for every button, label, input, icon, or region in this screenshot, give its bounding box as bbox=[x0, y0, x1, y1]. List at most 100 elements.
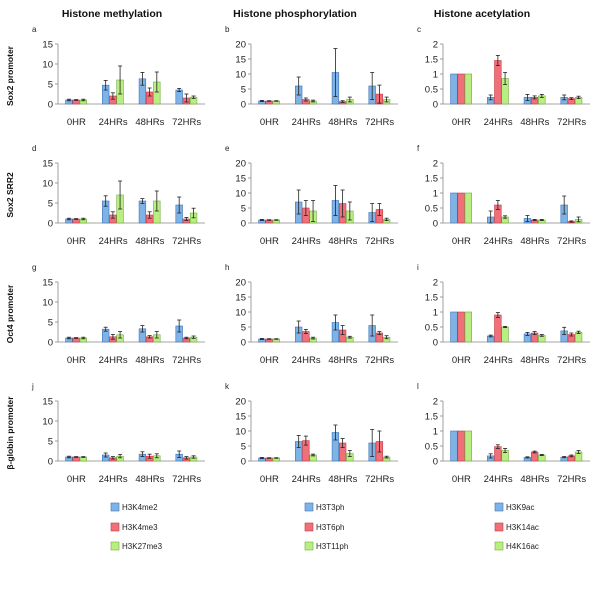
y-tick-label: 5 bbox=[241, 323, 246, 334]
bar bbox=[450, 192, 458, 224]
y-tick-label: 15 bbox=[235, 293, 246, 304]
chart-panel-l: l 0 0.5 1 1.5 2 0HR 24HRs 48HRs 72HRs bbox=[417, 382, 590, 485]
chart-panel-g: g 0 5 10 15 0HR 24HRs 48HRs 72HRs bbox=[32, 263, 205, 366]
y-tick-label: 10 bbox=[42, 298, 53, 309]
chart-panel-f: f 0 0.5 1 1.5 2 0HR 24HRs 48HRs 72HRs bbox=[417, 144, 590, 247]
category-label: 48HRs bbox=[135, 236, 164, 247]
column-title: Histone phosphorylation bbox=[233, 8, 357, 20]
category-label: 24HRs bbox=[484, 236, 513, 247]
category-label: 72HRs bbox=[557, 474, 586, 485]
category-label: 72HRs bbox=[172, 355, 201, 366]
category-label: 72HRs bbox=[172, 236, 201, 247]
legend-swatch bbox=[110, 502, 120, 512]
bar bbox=[464, 73, 472, 105]
category-label: 0HR bbox=[67, 474, 86, 485]
category-label: 0HR bbox=[67, 117, 86, 128]
y-tick-label: 0 bbox=[48, 338, 53, 349]
panel-letter: a bbox=[32, 25, 37, 34]
category-label: 72HRs bbox=[365, 117, 394, 128]
category-label: 24HRs bbox=[292, 236, 321, 247]
category-label: 72HRs bbox=[365, 236, 394, 247]
y-tick-label: 1 bbox=[433, 189, 438, 200]
category-label: 24HRs bbox=[99, 474, 128, 485]
category-label: 48HRs bbox=[328, 236, 357, 247]
legend-label: H3T6ph bbox=[316, 523, 344, 532]
category-label: 24HRs bbox=[484, 355, 513, 366]
chart-panel-k: k 0 5 10 15 20 0HR 24HRs 48HRs 72HRs bbox=[225, 382, 398, 485]
y-tick-label: 0.5 bbox=[425, 323, 438, 334]
panel-letter: k bbox=[225, 382, 230, 391]
y-tick-label: 10 bbox=[235, 308, 246, 319]
y-tick-label: 0 bbox=[433, 100, 438, 111]
y-tick-label: 5 bbox=[48, 199, 53, 210]
bar bbox=[175, 89, 183, 105]
bar bbox=[494, 60, 502, 105]
legend-group: H3T3ph H3T6ph H3T11ph bbox=[304, 502, 348, 551]
category-label: 48HRs bbox=[135, 355, 164, 366]
row-label: Oct4 promoter bbox=[5, 284, 15, 343]
chart-panel-b: b 0 5 10 15 20 0HR 24HRs 48HRs 72HRs bbox=[225, 25, 398, 128]
legend-label: H3T11ph bbox=[316, 542, 348, 551]
legend-swatch bbox=[110, 541, 120, 551]
legend-group: H3K9ac H3K14ac H4K16ac bbox=[494, 502, 539, 551]
legend-label: H3K27me3 bbox=[122, 542, 163, 551]
y-tick-label: 5 bbox=[48, 437, 53, 448]
bar bbox=[464, 430, 472, 462]
category-label: 24HRs bbox=[292, 355, 321, 366]
legend-swatch bbox=[304, 502, 314, 512]
category-label: 24HRs bbox=[484, 117, 513, 128]
legend: H3K4me2 H3K4me3 H3K27me3 H3T3ph H3T6ph H3T11p… bbox=[110, 502, 539, 551]
bar bbox=[457, 430, 465, 462]
category-label: 72HRs bbox=[365, 355, 394, 366]
legend-label: H3K9ac bbox=[506, 503, 534, 512]
chart-panel-c: c 0 0.5 1 1.5 2 0HR 24HRs 48HRs 72HRs bbox=[417, 25, 590, 128]
y-tick-label: 10 bbox=[42, 179, 53, 190]
y-tick-label: 15 bbox=[235, 55, 246, 66]
bar bbox=[450, 430, 458, 462]
row-label: β-globin promoter bbox=[5, 396, 15, 470]
legend-swatch bbox=[494, 522, 504, 532]
y-tick-label: 5 bbox=[48, 318, 53, 329]
y-tick-label: 20 bbox=[235, 159, 246, 170]
y-tick-label: 15 bbox=[42, 397, 53, 408]
category-label: 0HR bbox=[260, 474, 279, 485]
category-label: 48HRs bbox=[135, 474, 164, 485]
y-tick-label: 2 bbox=[433, 278, 438, 289]
panel-letter: i bbox=[417, 263, 419, 272]
column-title: Histone acetylation bbox=[434, 8, 530, 20]
chart-panel-h: h 0 5 10 15 20 0HR 24HRs 48HRs 72HRs bbox=[225, 263, 398, 366]
legend-label: H3T3ph bbox=[316, 503, 344, 512]
category-label: 24HRs bbox=[99, 117, 128, 128]
panel-letter: j bbox=[31, 382, 34, 391]
y-tick-label: 5 bbox=[241, 85, 246, 96]
row-label: Sox2 promoter bbox=[5, 45, 15, 106]
y-tick-label: 0 bbox=[48, 100, 53, 111]
category-label: 48HRs bbox=[520, 236, 549, 247]
category-label: 24HRs bbox=[99, 236, 128, 247]
y-tick-label: 0.5 bbox=[425, 85, 438, 96]
bar bbox=[464, 192, 472, 224]
category-label: 72HRs bbox=[557, 236, 586, 247]
row-labels: Sox2 promoter Sox2 SRR2 Oct4 promoter β-glo… bbox=[5, 45, 15, 469]
row-label: Sox2 SRR2 bbox=[5, 172, 15, 218]
y-tick-label: 0 bbox=[433, 457, 438, 468]
y-tick-label: 0 bbox=[433, 338, 438, 349]
panel-letter: d bbox=[32, 144, 36, 153]
y-tick-label: 10 bbox=[42, 417, 53, 428]
category-label: 72HRs bbox=[365, 474, 394, 485]
panel-letter: b bbox=[225, 25, 230, 34]
category-label: 72HRs bbox=[172, 474, 201, 485]
category-label: 0HR bbox=[67, 236, 86, 247]
panel-letter: l bbox=[417, 382, 419, 391]
category-label: 72HRs bbox=[557, 355, 586, 366]
y-tick-label: 0 bbox=[241, 457, 246, 468]
y-tick-label: 15 bbox=[42, 40, 53, 51]
y-tick-label: 2 bbox=[433, 397, 438, 408]
category-label: 72HRs bbox=[557, 117, 586, 128]
y-tick-label: 15 bbox=[42, 159, 53, 170]
legend-label: H3K4me2 bbox=[122, 503, 158, 512]
bar bbox=[501, 326, 509, 343]
chart-panel-i: i 0 0.5 1 1.5 2 0HR 24HRs 48HRs 72HRs bbox=[417, 263, 590, 366]
